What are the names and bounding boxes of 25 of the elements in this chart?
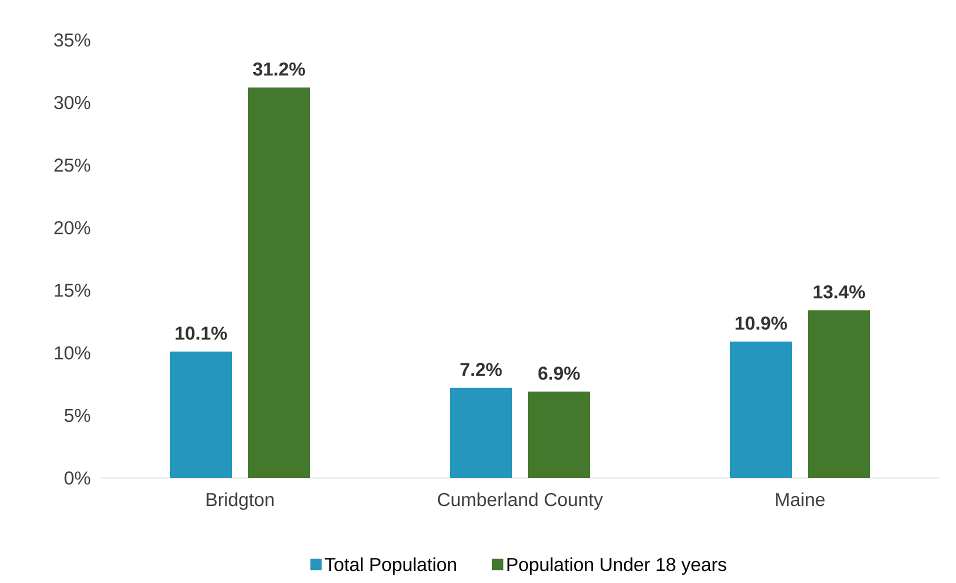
data-label: 10.1%: [176, 326, 227, 340]
y-tick-label: 0%: [64, 471, 90, 485]
legend-label: Population Under 18 years: [507, 557, 726, 575]
x-tick-label: Bridgton: [206, 492, 274, 510]
y-tick-label: 30%: [54, 96, 90, 110]
bar: [808, 310, 870, 478]
data-label: 13.4%: [814, 285, 865, 298]
bar: [528, 392, 590, 478]
data-label: 6.9%: [538, 366, 580, 380]
bar: [248, 88, 310, 478]
x-tick-label: Maine: [776, 492, 825, 506]
y-tick-label: 5%: [64, 408, 90, 422]
legend-label: Total Population: [324, 557, 456, 575]
y-tick-label: 20%: [54, 221, 90, 234]
y-tick-label: 10%: [54, 346, 90, 360]
bar: [730, 342, 792, 478]
y-tick-label: 35%: [54, 33, 90, 47]
y-tick-label: 15%: [54, 284, 90, 297]
x-tick-label: Cumberland County: [438, 492, 603, 510]
y-tick-label: 25%: [54, 158, 90, 172]
bar: [170, 352, 232, 478]
data-label: 7.2%: [460, 362, 502, 376]
bar: [450, 388, 512, 478]
data-label: 10.9%: [736, 316, 787, 330]
data-label: 31.2%: [252, 62, 305, 76]
